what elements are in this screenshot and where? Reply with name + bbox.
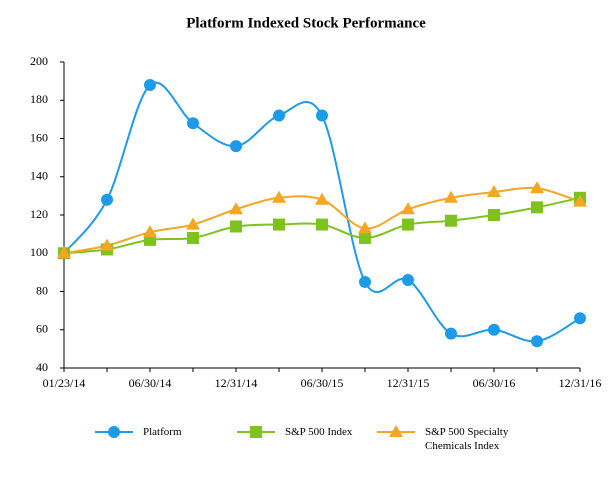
- legend-label: S&P 500 Index: [285, 426, 353, 438]
- data-point: [488, 209, 500, 221]
- data-point: [531, 201, 543, 214]
- data-point: [574, 312, 586, 325]
- data-point: [230, 140, 242, 153]
- y-tick-label: 160: [30, 130, 48, 144]
- data-point: [402, 218, 414, 231]
- legend-marker: [108, 426, 120, 438]
- y-tick-label: 40: [36, 360, 48, 374]
- legend-marker: [389, 425, 403, 437]
- data-point: [273, 218, 285, 231]
- x-tick-label: 12/31/15: [387, 376, 430, 390]
- y-tick-label: 180: [30, 92, 48, 106]
- data-point: [358, 221, 372, 234]
- y-tick-label: 100: [30, 245, 48, 259]
- data-point: [359, 275, 371, 288]
- data-point: [359, 231, 371, 244]
- x-tick-label: 12/31/14: [215, 376, 258, 390]
- data-point: [100, 238, 114, 251]
- data-point: [273, 109, 285, 122]
- y-tick-label: 60: [36, 322, 48, 336]
- data-point: [445, 327, 457, 340]
- data-point: [531, 335, 543, 348]
- data-point: [315, 192, 329, 205]
- data-point: [230, 220, 242, 233]
- data-point: [272, 190, 286, 203]
- data-point: [444, 190, 458, 203]
- data-point: [316, 218, 328, 231]
- chart-title: Platform Indexed Stock Performance: [186, 15, 426, 31]
- data-point: [316, 109, 328, 122]
- y-tick-label: 80: [36, 283, 48, 297]
- data-point: [101, 193, 113, 206]
- data-point: [487, 185, 501, 198]
- x-tick-label: 06/30/15: [301, 376, 344, 390]
- data-point: [401, 202, 415, 215]
- data-point: [57, 246, 71, 259]
- data-point: [229, 202, 243, 215]
- data-point: [445, 214, 457, 227]
- legend-label: S&P 500 Specialty Chemicals Index: [425, 426, 509, 452]
- x-tick-label: 12/31/16: [559, 376, 602, 390]
- data-point: [573, 194, 587, 207]
- data-point: [187, 231, 199, 244]
- x-tick-label: 01/23/14: [43, 376, 86, 390]
- data-point: [186, 217, 200, 230]
- data-point: [187, 117, 199, 130]
- data-point: [144, 78, 156, 91]
- x-tick-label: 06/30/16: [473, 376, 516, 390]
- x-tick-label: 06/30/14: [129, 376, 172, 390]
- y-tick-label: 120: [30, 207, 48, 221]
- y-tick-label: 200: [30, 54, 48, 68]
- data-point: [530, 181, 544, 194]
- legend-marker: [250, 426, 262, 438]
- data-point: [143, 225, 157, 238]
- data-point: [402, 274, 414, 287]
- y-tick-label: 140: [30, 169, 48, 183]
- legend-label: Platform: [143, 426, 182, 438]
- data-point: [488, 323, 500, 336]
